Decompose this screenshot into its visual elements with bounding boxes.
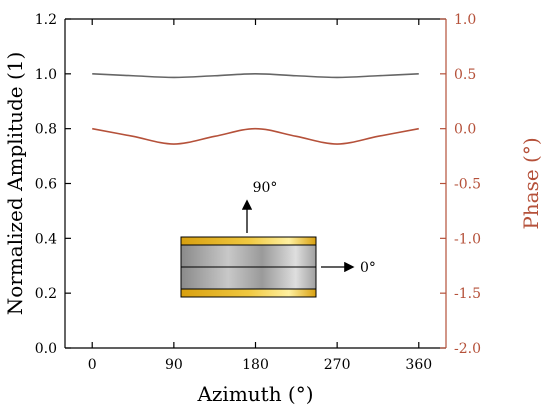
right-y-tick-label: -1.0 bbox=[454, 231, 481, 247]
left-y-tick-label: 1.0 bbox=[35, 67, 57, 83]
right-y-tick-label: -2.0 bbox=[454, 341, 481, 357]
left-y-axis-title: Normalized Amplitude (1) bbox=[3, 52, 27, 316]
up-arrow-label: 90° bbox=[253, 180, 278, 196]
x-tick-label: 180 bbox=[242, 357, 269, 373]
right-y-axis-ticks: -2.0 -1.5 -1.0 -0.5 0.0 0.5 1.0 bbox=[440, 12, 481, 357]
right-y-tick-label: 0.5 bbox=[454, 67, 476, 83]
right-y-axis-title: Phase (°) bbox=[519, 137, 543, 229]
series-layer bbox=[92, 73, 419, 145]
x-tick-label: 0 bbox=[88, 357, 97, 373]
left-y-tick-label: 0.8 bbox=[35, 122, 57, 138]
inset-gold-top bbox=[180, 236, 317, 246]
x-tick-label: 270 bbox=[324, 357, 351, 373]
right-y-tick-label: -0.5 bbox=[454, 177, 481, 193]
left-y-tick-label: 0.6 bbox=[35, 177, 57, 193]
left-y-tick-label: 0.2 bbox=[35, 286, 57, 302]
right-y-tick-label: 1.0 bbox=[454, 12, 476, 28]
left-y-axis-ticks: 0.0 0.2 0.4 0.6 0.8 1.0 1.2 bbox=[35, 12, 71, 357]
left-y-tick-label: 0.0 bbox=[35, 341, 57, 357]
amplitude-series-line bbox=[92, 73, 419, 79]
left-y-tick-label: 1.2 bbox=[35, 12, 57, 28]
phase-series-line bbox=[92, 127, 419, 145]
right-y-tick-label: -1.5 bbox=[454, 286, 481, 302]
inset-gold-bottom bbox=[180, 288, 317, 298]
right-y-tick-label: 0.0 bbox=[454, 122, 476, 138]
right-arrow-label: 0° bbox=[360, 260, 376, 276]
x-axis-title: Azimuth (°) bbox=[196, 382, 313, 406]
left-y-tick-label: 0.4 bbox=[35, 231, 57, 247]
x-tick-label: 90 bbox=[165, 357, 183, 373]
waveguide-inset: 90° 0° bbox=[180, 180, 376, 298]
x-tick-label: 360 bbox=[405, 357, 432, 373]
x-axis-ticks: 0 90 180 270 360 bbox=[88, 19, 432, 373]
